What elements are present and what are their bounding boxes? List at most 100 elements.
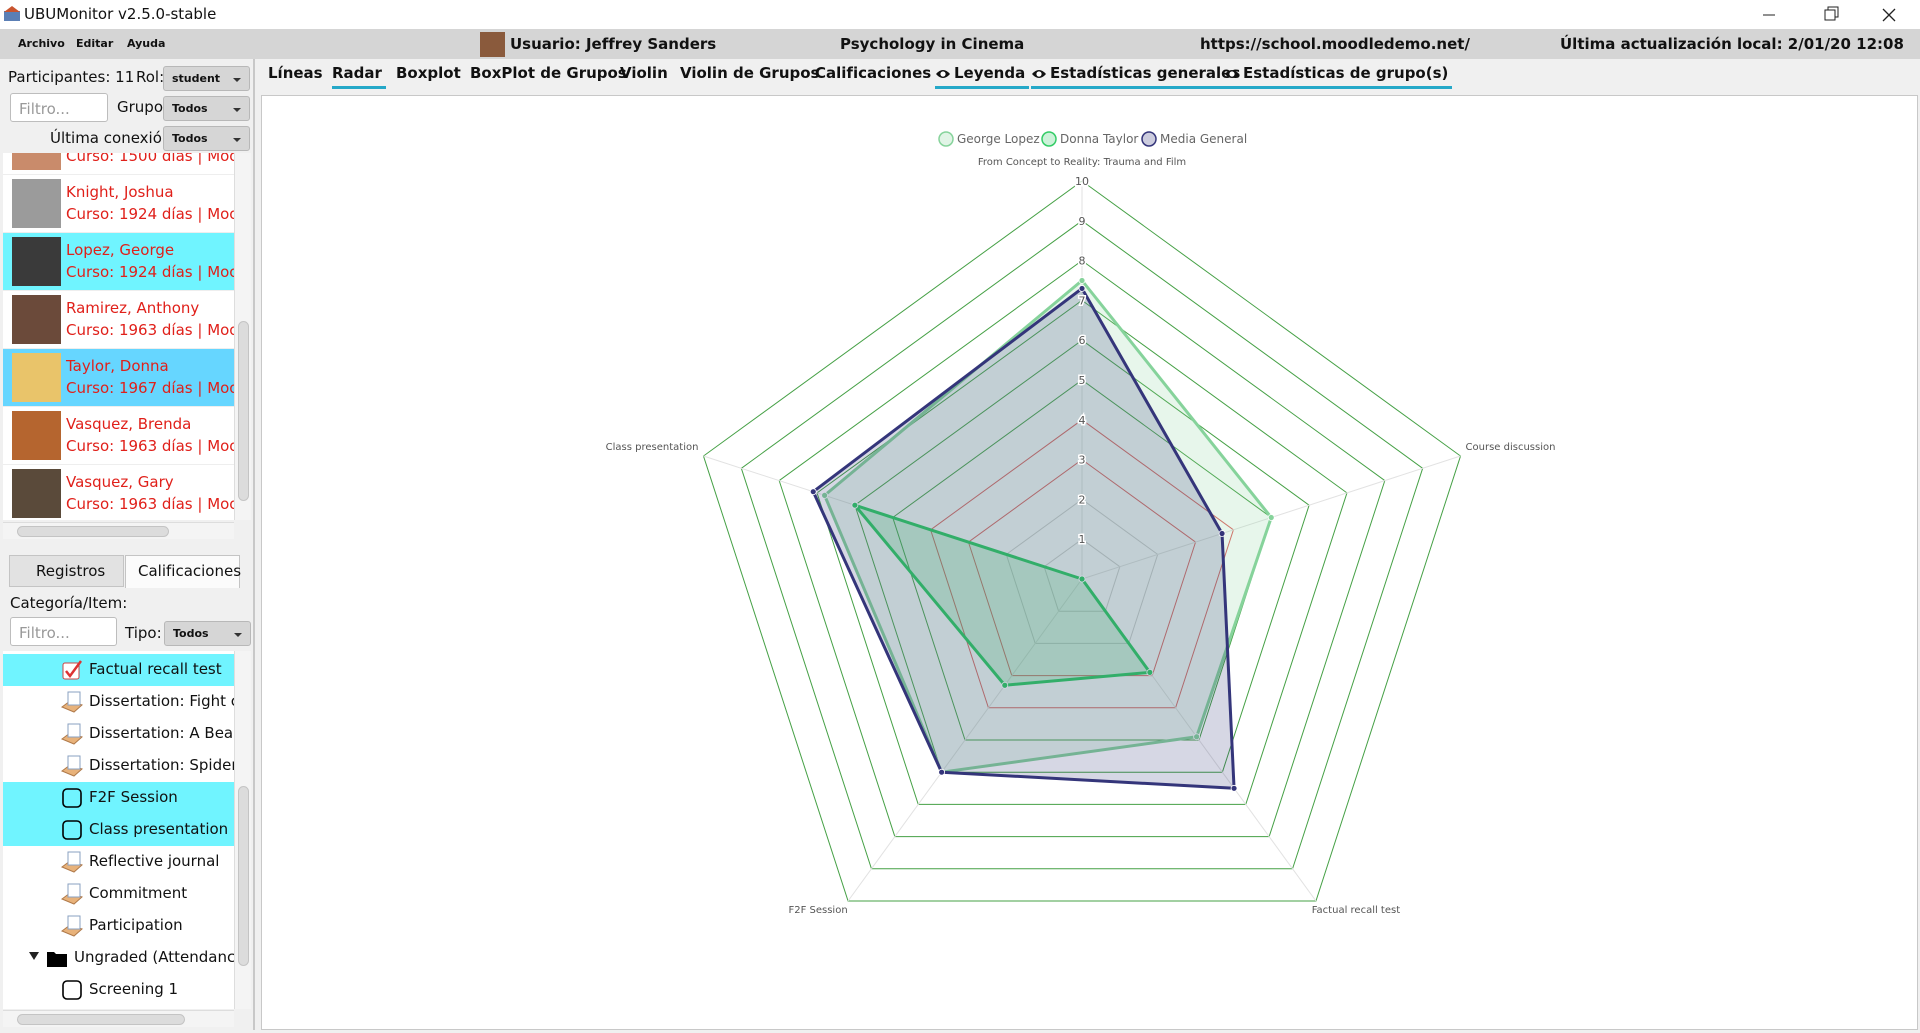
series-point [1267,514,1275,521]
chart-area: 1 2 3 4 5 6 7 8 9 10 From Concept to Reality: Trau… [261,95,1918,1030]
tick-label: 9 [1079,215,1086,228]
item-icon [61,883,83,905]
icon-part [65,660,83,679]
grade-item-label: Dissertation: A Beautif [89,724,234,742]
tab-label: Líneas [268,64,323,82]
scrollbar[interactable] [234,651,251,1009]
legend-item[interactable]: Donna Taylor [1041,131,1138,147]
grade-item[interactable]: Screening 1 [3,974,234,1006]
grid-ring [1005,498,1159,644]
participant-row[interactable]: Taylor, Donna Curso: 1967 días | Moodle [3,349,234,407]
grade-item[interactable]: Class presentation [3,814,234,846]
eye-icon [1032,70,1046,78]
pupil [1229,71,1235,77]
legend-swatch [1041,131,1057,147]
icon-part [62,662,80,680]
participant-row[interactable]: Vasquez, Brenda Curso: 1963 días | Moodle [3,407,234,465]
participant-detail: Curso: 1500 días | Moodle [66,153,234,165]
series-point [1218,530,1226,537]
last-update: Última actualización local: 2/01/20 12:0… [1560,35,1904,53]
eye-icon [1225,70,1239,78]
grid-ring [967,458,1197,677]
grade-tree[interactable]: Factual recall test Dissertation: Fight c… [3,651,234,1009]
series-point [938,768,946,776]
grade-item[interactable]: Ungraded (Attendance) [3,942,234,974]
icon-part [67,755,81,770]
app-icon [4,6,20,21]
scrollbar[interactable] [3,1010,234,1027]
icon-part [47,952,67,967]
icon-part [67,691,81,706]
grade-filter[interactable]: Filtro... [10,617,117,646]
tick-label: 2 [1079,493,1086,506]
tab-label: Violin de Grupos [680,64,820,82]
tab[interactable]: Registros [9,555,124,587]
item-icon [62,660,83,680]
expand-arrow[interactable] [28,950,40,962]
series-point [1078,285,1086,292]
item-icon [62,820,82,840]
last-connection-combo[interactable]: Todos [163,126,250,151]
grade-item[interactable]: Participation [3,910,234,942]
menu-item[interactable]: Archivo [18,37,65,50]
tab-underline [935,86,1030,89]
participant-row[interactable]: Curso: 1500 días | Moodle [3,153,234,175]
participant-row[interactable]: Ramirez, Anthony Curso: 1963 días | Moodl… [3,291,234,349]
tick-label: 10 [1075,175,1089,188]
grade-item[interactable]: F2F Session [3,782,234,814]
tab-label: Violin [620,64,668,82]
participant-filter[interactable]: Filtro... [10,93,108,122]
avatar [12,469,61,518]
series-area [823,279,1273,774]
tick-label: 1 [1079,533,1086,546]
series-point [851,501,859,509]
legend-label: Media General [1160,132,1247,146]
participant-list[interactable]: Curso: 1500 días | Moodle Knight, Joshua C… [3,153,234,520]
role-combo[interactable]: student [163,66,250,91]
tab-underline [332,86,386,89]
grade-item[interactable]: Dissertation: Spider [3,750,234,782]
window-controls[interactable] [1740,0,1920,29]
grade-item[interactable]: Reflective journal [3,846,234,878]
group-combo[interactable]: Todos [163,96,250,121]
menu-item[interactable]: Ayuda [127,37,166,50]
tab[interactable]: Calificaciones [125,555,241,588]
grade-item-label: Commitment [89,884,188,902]
grade-item-label: Factual recall test [89,660,222,678]
radar-chart: 1 2 3 4 5 6 7 8 9 10 From Concept to Reality: Trau… [606,131,1555,916]
tab-underline [1224,86,1453,89]
header-bar: Archivo Editar Ayuda Usuario: Jeffrey Sa… [0,29,1920,59]
grid-ring [816,299,1348,805]
legend-item[interactable]: Media General [1141,131,1247,147]
participant-row[interactable]: Knight, Joshua Curso: 1924 días | Moodle [3,175,234,233]
participant-row[interactable]: Vasquez, Gary Curso: 1963 días | Moodle [3,465,234,520]
scrollbar[interactable] [3,522,234,539]
participant-row[interactable]: Lopez, George Curso: 1924 días | Moodle [3,233,234,291]
grade-item-label: Ungraded (Attendance) [74,948,234,966]
legend-item[interactable]: George Lopez [938,131,1040,147]
avatar [12,153,61,170]
avatar [12,295,61,344]
tab-label: Leyenda [954,64,1026,82]
grade-item-label: Screening 1 [89,980,179,998]
avatar [12,237,61,286]
item-icon [61,755,83,777]
grid-ring [778,259,1386,838]
grade-item[interactable]: Dissertation: Fight clu [3,686,234,718]
icon-part [67,915,81,930]
grade-item[interactable]: Commitment [3,878,234,910]
participant-detail: Curso: 1963 días | Moodle [66,321,234,339]
legend-label: George Lopez [957,132,1040,146]
legend-swatch [1141,131,1157,147]
tab-label: BoxPlot de Grupos [470,64,627,82]
scrollbar[interactable] [234,153,251,520]
participant-name: Taylor, Donna [66,357,169,375]
grade-item[interactable]: Factual recall test [3,654,234,686]
icon-part [62,788,82,808]
grade-item[interactable]: Dissertation: A Beautif [3,718,234,750]
menu-item[interactable]: Editar [76,37,114,50]
title-bar: UBUMonitor v2.5.0-stable [0,0,1920,29]
type-combo[interactable]: Todos [164,621,251,646]
item-icon [61,691,83,713]
